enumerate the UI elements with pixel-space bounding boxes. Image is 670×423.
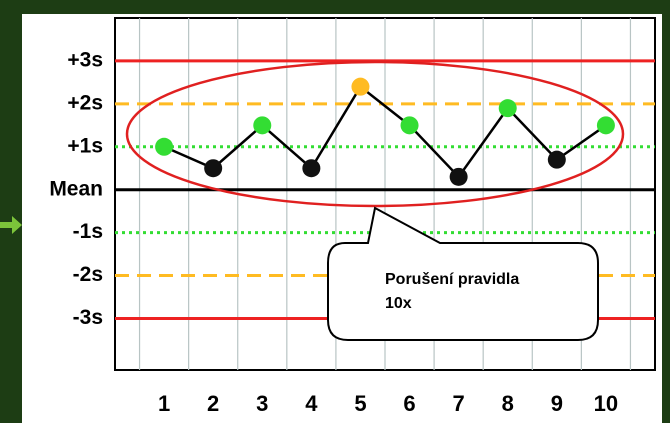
annotation: Porušení pravidla 10x — [385, 271, 520, 312]
callout-bubble — [327, 206, 599, 341]
x-tick-label: 8 — [502, 391, 514, 416]
x-tick-label: 9 — [551, 391, 563, 416]
data-point — [449, 167, 468, 186]
y-tick-label: -2s — [73, 263, 103, 286]
x-tick-label: 3 — [256, 391, 268, 416]
arrow — [0, 216, 22, 234]
highlight-ellipse — [125, 60, 625, 208]
data-point — [351, 77, 370, 96]
data-point — [400, 116, 419, 135]
data-point — [302, 159, 321, 178]
y-tick-label: -3s — [73, 306, 103, 329]
data-point — [596, 116, 615, 135]
data-point — [253, 116, 272, 135]
y-tick-label: Mean — [49, 177, 103, 200]
data-point — [155, 137, 174, 156]
data-point — [547, 150, 566, 169]
y-tick-label: +3s — [67, 48, 103, 71]
data-point — [204, 159, 223, 178]
x-tick-label: 5 — [354, 391, 366, 416]
y-tick-label: -1s — [73, 220, 103, 243]
x-tick-label: 6 — [403, 391, 415, 416]
series-line — [163, 84, 607, 179]
y-tick-label: +2s — [67, 91, 103, 114]
data-point — [498, 99, 517, 118]
x-tick-label: 7 — [453, 391, 465, 416]
x-tick-label: 4 — [305, 391, 318, 416]
x-tick-label: 10 — [594, 391, 618, 416]
x-tick-label: 1 — [158, 391, 170, 416]
y-tick-label: +1s — [67, 134, 103, 157]
x-tick-label: 2 — [207, 391, 219, 416]
